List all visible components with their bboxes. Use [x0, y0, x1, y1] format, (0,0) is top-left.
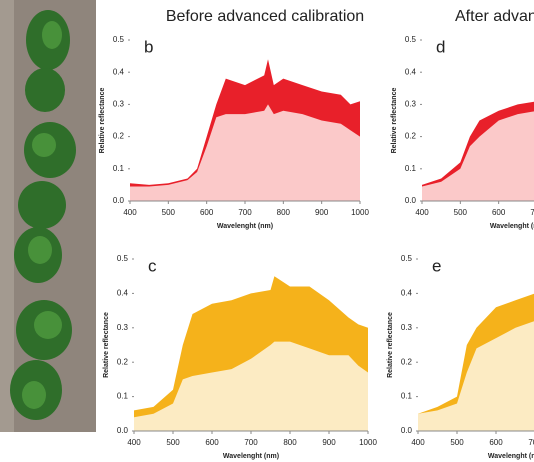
y-tick-label: 0.5 [405, 35, 417, 44]
x-tick-label: 400 [411, 438, 425, 447]
y-tick-label: 0.0 [405, 196, 417, 205]
x-axis-label: Wavelenght (nm) [488, 453, 534, 460]
y-tick-label: 0.1 [117, 392, 129, 401]
x-axis-label: Wavelenght (nm) [490, 223, 534, 230]
x-tick-label: 500 [450, 438, 464, 447]
x-axis-label: Wavelenght (nm) [217, 223, 273, 230]
y-tick-label: 0.5 [401, 254, 413, 263]
x-tick-label: 700 [244, 438, 258, 447]
panel-letter: d [436, 37, 445, 56]
x-tick-label: 600 [205, 438, 219, 447]
x-tick-label: 700 [528, 438, 534, 447]
spectrum-area [422, 111, 534, 201]
y-tick-label: 0.0 [401, 426, 413, 435]
y-tick-label: 0.3 [405, 100, 417, 109]
x-tick-label: 600 [489, 438, 503, 447]
x-tick-label: 1000 [359, 438, 377, 447]
y-tick-label: 0.4 [117, 289, 129, 298]
y-tick-label: 0.0 [117, 426, 129, 435]
y-tick-label: 0.4 [113, 67, 125, 76]
x-tick-label: 600 [200, 208, 214, 217]
panel-letter: e [432, 256, 441, 275]
spectrum-area [130, 104, 360, 201]
y-tick-label: 0.3 [113, 100, 125, 109]
y-tick-label: 0.1 [401, 392, 413, 401]
column-title: After advanced calibration [455, 8, 534, 25]
y-tick-label: 0.5 [113, 35, 125, 44]
y-tick-label: 0.2 [117, 357, 129, 366]
y-tick-label: 0.2 [113, 132, 125, 141]
x-tick-label: 700 [238, 208, 252, 217]
y-axis-label: Relative reflectance [99, 88, 106, 154]
x-tick-label: 400 [415, 208, 429, 217]
y-axis-label: Relative reflectance [103, 312, 110, 378]
y-tick-label: 0.3 [117, 323, 129, 332]
y-tick-label: 0.2 [401, 357, 413, 366]
y-tick-label: 0.3 [401, 323, 413, 332]
y-tick-label: 0.1 [113, 164, 125, 173]
y-tick-label: 0.2 [405, 132, 417, 141]
x-tick-label: 900 [315, 208, 329, 217]
x-tick-label: 900 [322, 438, 336, 447]
x-tick-label: 1000 [351, 208, 369, 217]
spectrum-area [418, 321, 534, 431]
y-tick-label: 0.0 [113, 196, 125, 205]
y-tick-label: 0.4 [405, 67, 417, 76]
spectrum-area [134, 341, 368, 431]
y-tick-label: 0.1 [405, 164, 417, 173]
y-tick-label: 0.4 [401, 289, 413, 298]
y-axis-label: Relative reflectance [391, 88, 398, 154]
x-tick-label: 800 [277, 208, 291, 217]
x-tick-label: 500 [454, 208, 468, 217]
y-tick-label: 0.5 [117, 254, 129, 263]
field-photo [0, 0, 96, 432]
y-axis-label: Relative reflectance [387, 312, 394, 378]
x-axis-label: Wavelenght (nm) [223, 453, 279, 460]
panel-letter: c [148, 256, 157, 275]
x-tick-label: 400 [127, 438, 141, 447]
x-tick-label: 700 [530, 208, 534, 217]
panel-letter: b [144, 37, 153, 56]
x-tick-label: 600 [492, 208, 506, 217]
x-tick-label: 500 [162, 208, 176, 217]
x-tick-label: 400 [123, 208, 137, 217]
x-tick-label: 800 [283, 438, 297, 447]
column-title: Before advanced calibration [166, 8, 364, 25]
x-tick-label: 500 [166, 438, 180, 447]
